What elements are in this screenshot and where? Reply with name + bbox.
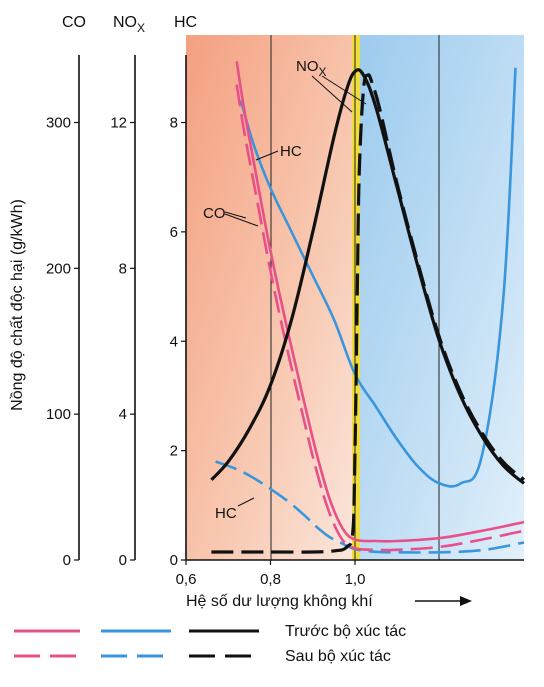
hc-after-line (215, 460, 525, 554)
co-leader-2 (224, 213, 259, 227)
nox-tick-label: 0 (119, 552, 127, 569)
co-before-line (235, 61, 525, 543)
y-axis-label: Nồng độ chất độc hại (g/kWh) (9, 199, 26, 411)
x-tick-label: 0,8 (260, 571, 281, 588)
nox-tick-label: 8 (119, 260, 127, 277)
x-axis-label: Hệ số dư lượng không khí (186, 593, 373, 610)
legend-before-label: Trước bộ xúc tác (285, 623, 406, 640)
hc-after-leader (237, 497, 255, 507)
hc-tick-label: 4 (170, 333, 178, 350)
lean-zone (359, 35, 524, 560)
x-tick-label: 0,6 (176, 571, 197, 588)
co-annotation: CO (203, 205, 226, 222)
co-tick-label: 200 (46, 260, 71, 277)
hc-axis-title: HC (174, 14, 197, 31)
co-leader-1 (224, 211, 247, 219)
hc-tick-label: 0 (170, 552, 178, 569)
co-after-line (235, 84, 525, 552)
co-tick-label: 300 (46, 115, 71, 132)
hc-after-annotation: HC (215, 505, 237, 522)
co-tick-label: 0 (63, 552, 71, 569)
nox-axis-title: NOX (113, 14, 145, 35)
hc-tick-label: 2 (170, 443, 178, 460)
legend-after-label: Sau bộ xúc tác (285, 648, 391, 665)
tick-layer: 0 100 200 300 0 4 8 12 0 2 4 6 8 0,6 0,8 1,0 (46, 115, 365, 589)
nox-tick-label: 4 (119, 406, 127, 423)
legend: Trước bộ xúc tác Sau bộ xúc tác (14, 623, 406, 665)
nox-after-line (211, 73, 526, 554)
x-tick-label: 1,0 (345, 571, 366, 588)
hc-tick-label: 6 (170, 224, 178, 241)
co-tick-label: 100 (46, 406, 71, 423)
nox-leader-2 (321, 75, 367, 105)
series-layer (210, 61, 526, 554)
hc-before-leader (255, 150, 279, 161)
hc-before-line (239, 67, 517, 488)
stoichiometric-band (352, 35, 360, 560)
hc-before-annotation: HC (280, 143, 302, 160)
x-axis-arrow-head (460, 596, 472, 606)
nox-tick-label: 12 (110, 115, 127, 132)
hc-tick-label: 8 (170, 115, 178, 132)
co-axis-title: CO (62, 14, 86, 31)
nox-leader-1 (311, 75, 353, 113)
rich-zone (186, 35, 354, 560)
